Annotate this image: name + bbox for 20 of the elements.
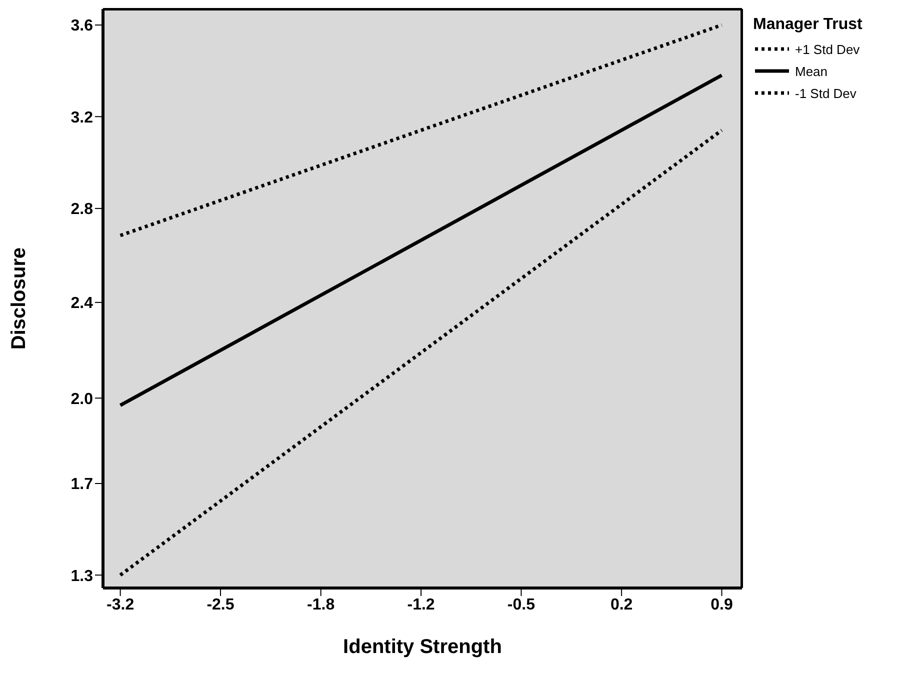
y-axis-title: Disclosure — [8, 247, 30, 350]
y-tick-label: 2.4 — [70, 295, 94, 312]
x-tick-label: -1.2 — [407, 596, 435, 614]
y-tick-label: 3.6 — [70, 18, 94, 35]
legend-label: -1 Std Dev — [795, 86, 856, 100]
y-tick-label: 1.3 — [70, 568, 94, 585]
legend-label: +1 Std Dev — [795, 42, 860, 56]
legend-label: Mean — [795, 64, 828, 78]
legend-title: Manager Trust — [753, 16, 862, 34]
x-axis-title: Identity Strength — [343, 636, 502, 658]
y-tick-label: 2.8 — [70, 201, 94, 218]
x-tick-label: 0.2 — [610, 596, 633, 614]
x-tick-label: -3.2 — [106, 596, 134, 614]
x-tick-label: -1.8 — [307, 596, 335, 614]
x-tick-label: -2.5 — [206, 596, 234, 614]
x-tick-label: -0.5 — [507, 596, 536, 614]
y-tick-label: 1.7 — [70, 476, 94, 494]
x-tick-label: 0.9 — [710, 596, 733, 614]
y-tick-label: 3.2 — [70, 109, 94, 126]
y-tick-label: 2.0 — [70, 390, 94, 408]
